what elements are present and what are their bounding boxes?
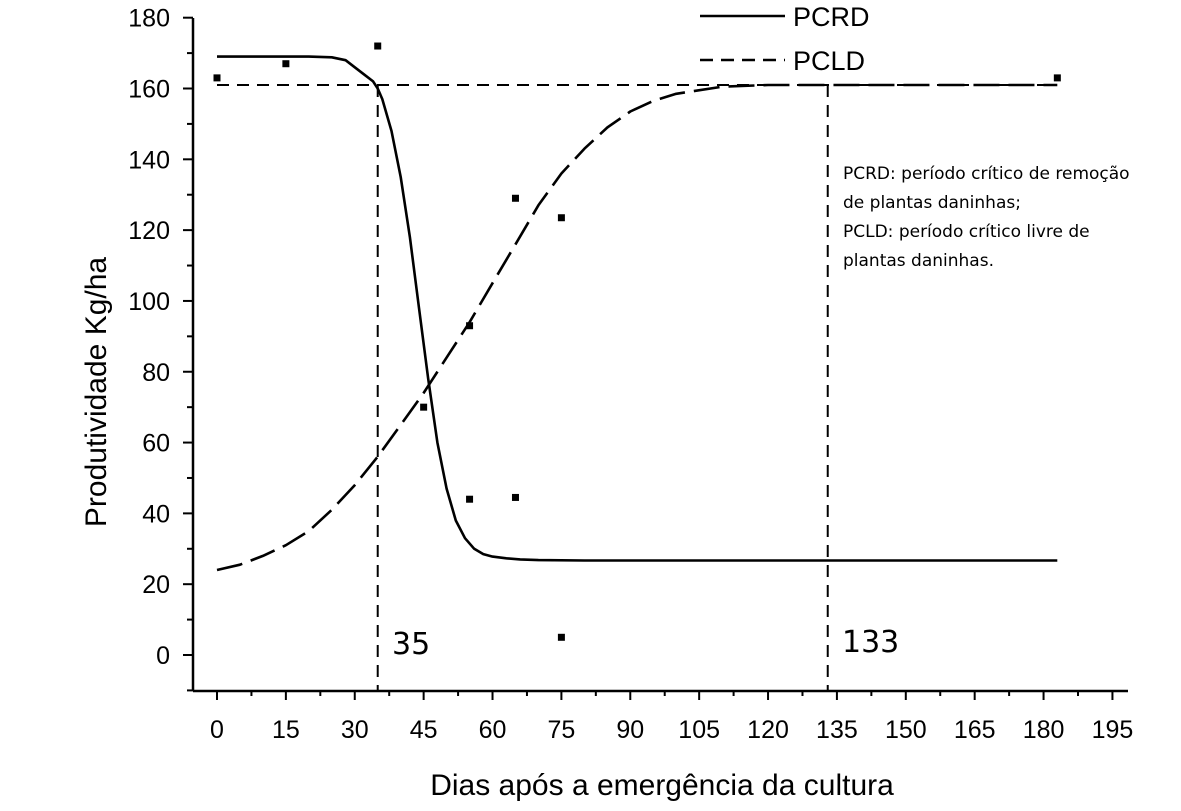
y-tick-label: 120 [128,217,170,245]
data-point [374,42,382,50]
legend-label-pcrd: PCRD [793,2,870,32]
data-point [466,495,474,503]
curve-pcld [216,83,1058,572]
data-point [466,322,474,330]
x-tick-label: 195 [1092,716,1134,744]
x-tick-label: 150 [885,716,927,744]
note-line: PCRD: período crítico de remoção [843,164,1130,184]
note-line: PCLD: período crítico livre de [843,222,1090,242]
y-tick-label: 80 [142,359,170,387]
y-tick-label: 40 [142,500,170,528]
x-tick-label: 60 [479,716,507,744]
axes [191,18,1128,693]
y-axis-title: Produtividade Kg/ha [80,257,113,528]
tick-labels: 0 15 30 45 60 75 90 105 120 135 150 165 180 195 0 20 40 6… [128,5,1133,744]
observed-points [213,42,1061,641]
y-tick-label: 140 [128,146,170,174]
data-point [511,194,519,202]
data-point [557,214,565,222]
y-tick-label: 0 [156,642,170,670]
data-point [282,60,290,68]
x-tick-label: 0 [210,716,224,744]
y-tick-label: 160 [128,76,170,104]
y-tick-label: 100 [128,288,170,316]
x-tick-label: 45 [410,716,438,744]
marker-label-133: 133 [842,625,899,660]
x-tick-label: 180 [1023,716,1065,744]
data-point [213,74,221,82]
reference-lines [217,83,1052,691]
data-point [1053,74,1061,82]
legend: PCRD PCLD [700,2,870,76]
curve-pcrd [217,55,1058,562]
series-curves [216,55,1058,572]
x-tick-label: 75 [547,716,575,744]
x-tick-label: 105 [678,716,720,744]
x-tick-label: 120 [747,716,789,744]
data-point [557,633,565,641]
data-point [420,403,428,411]
legend-label-pcld: PCLD [793,46,865,76]
axis-ticks [183,16,1114,700]
data-point [511,493,519,501]
note-line: plantas daninhas. [843,251,994,271]
note-line: de plantas daninhas; [843,193,1021,213]
y-tick-label: 180 [128,5,170,33]
definitions-note: PCRD: período crítico de remoção de plan… [843,160,1178,276]
x-tick-label: 135 [816,716,858,744]
x-tick-label: 15 [272,716,300,744]
x-tick-label: 165 [954,716,996,744]
x-tick-label: 30 [341,716,369,744]
y-tick-label: 60 [142,430,170,458]
y-tick-label: 20 [142,571,170,599]
marker-label-35: 35 [392,627,430,662]
x-axis-title: Dias após a emergência da cultura [430,769,894,802]
x-tick-label: 90 [616,716,644,744]
